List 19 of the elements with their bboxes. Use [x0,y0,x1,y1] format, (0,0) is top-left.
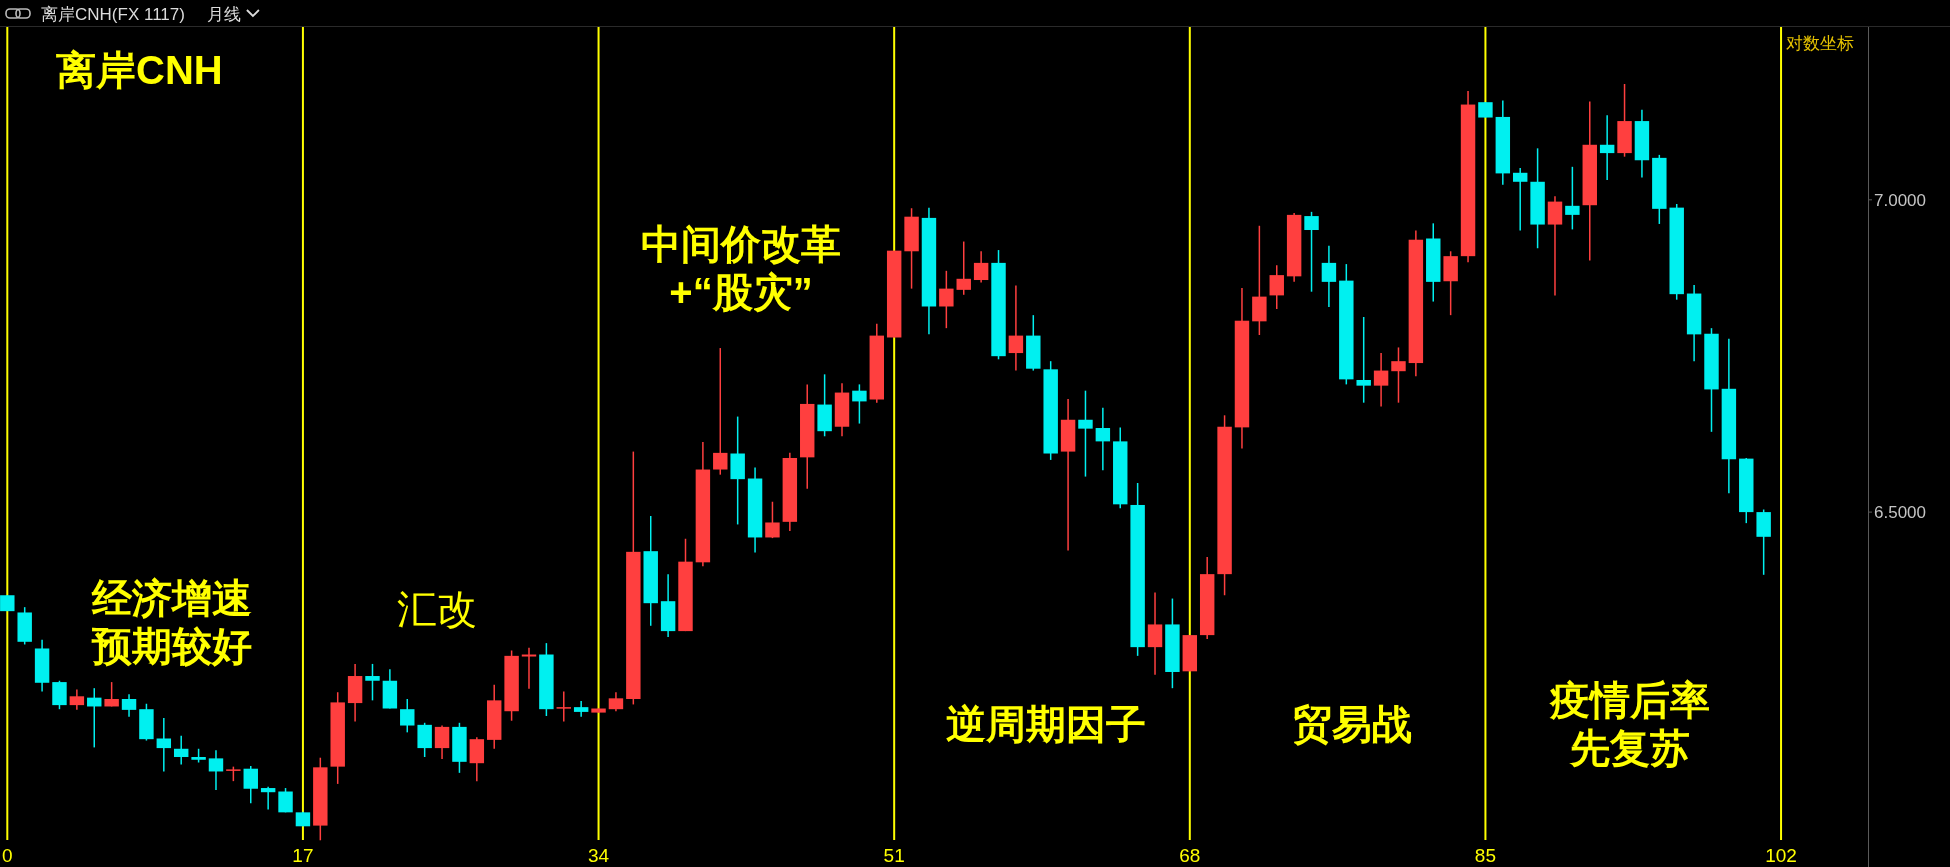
x-tick-label: 102 [1765,845,1797,866]
annotation: 经济增速预期较好 [91,576,252,668]
x-tick-label: 68 [1179,845,1201,866]
header: 离岸CNH(FX 1117) 月线 [0,5,1950,27]
annotation: 贸易战 [1292,702,1412,746]
annotation: 疫情后率先复苏 [1549,678,1710,770]
x-tick-label: 17 [292,845,314,866]
y-tick-label: 7.0000 [1874,190,1926,210]
annotation: 汇改 [397,587,477,631]
text: 离岸CNH [56,48,223,92]
x-tick-label: 51 [883,845,905,866]
x-tick-label: 0 [2,845,13,866]
x-tick-label: 85 [1474,845,1496,866]
x-tick-label: 34 [587,845,610,866]
y-axis-title: 对数坐标 [1786,34,1854,53]
annotation: 逆周期因子 [946,702,1146,746]
y-tick-label: 6.5000 [1874,503,1926,523]
chart-subtitle: 离岸CNH(FX 1117) [41,5,185,24]
annotation: 中间价改革+“股灾” [641,222,841,314]
